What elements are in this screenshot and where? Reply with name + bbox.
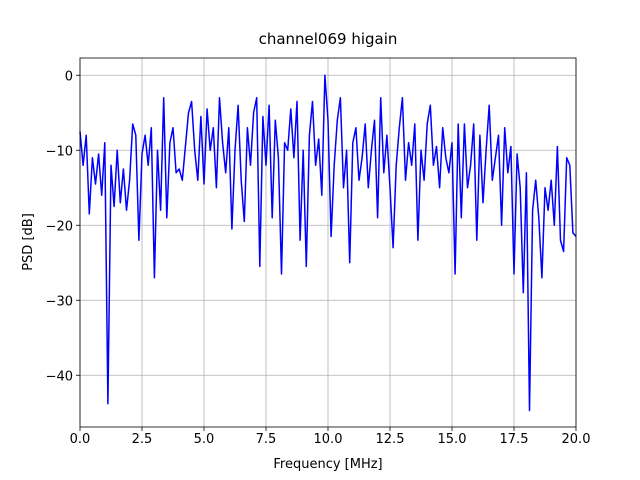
data-line bbox=[79, 74, 577, 412]
plot-frame bbox=[79, 57, 577, 428]
chart-title: channel069 higain bbox=[259, 30, 398, 48]
y-tick-label: −40 bbox=[46, 369, 73, 384]
x-tick-label: 20.0 bbox=[562, 432, 591, 447]
x-tick-label: 10.0 bbox=[314, 432, 343, 447]
y-axis-label: PSD [dB] bbox=[21, 213, 36, 271]
x-tick-label: 2.5 bbox=[132, 432, 153, 447]
y-tick-label: −30 bbox=[46, 294, 73, 309]
x-tick-label: 12.5 bbox=[376, 432, 405, 447]
y-tick-label: −10 bbox=[46, 144, 73, 159]
y-tick-label: −20 bbox=[46, 219, 73, 234]
x-axis-label: Frequency [MHz] bbox=[273, 457, 382, 472]
x-tick-label: 5.0 bbox=[194, 432, 215, 447]
x-tick-label: 15.0 bbox=[438, 432, 467, 447]
y-tick-label: 0 bbox=[65, 69, 73, 84]
x-tick-label: 0.0 bbox=[70, 432, 91, 447]
x-tick-label: 17.5 bbox=[500, 432, 529, 447]
x-tick-label: 7.5 bbox=[256, 432, 277, 447]
